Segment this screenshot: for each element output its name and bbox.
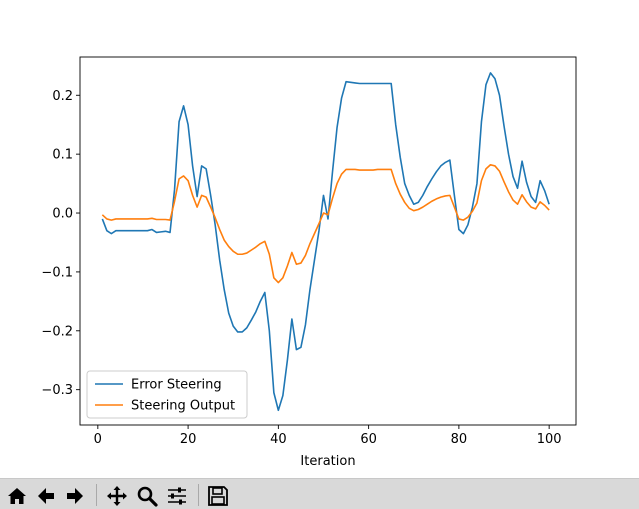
legend-label: Error Steering — [131, 378, 222, 393]
floppy-disk-icon — [208, 486, 228, 506]
y-tick-label: −0.2 — [41, 324, 73, 339]
series-layer — [101, 72, 550, 412]
pan-button[interactable] — [104, 483, 130, 509]
axes-frame — [79, 56, 577, 426]
configure-subplots-button[interactable] — [164, 483, 190, 509]
back-button[interactable] — [33, 483, 59, 509]
axes-layer: 0 20 40 60 80 100 −0.3 −0.2 −0.1 0.0 0.1 0.2 — [41, 56, 577, 447]
y-tick-label: 0.1 — [52, 148, 73, 163]
sliders-icon — [168, 487, 186, 505]
forward-button[interactable] — [62, 483, 88, 509]
x-tick-label: 20 — [180, 432, 197, 447]
y-tick-label: 0.0 — [52, 207, 73, 222]
x-tick-label: 40 — [270, 432, 287, 447]
y-tick-label: −0.1 — [41, 265, 73, 280]
legend-box — [86, 370, 248, 419]
series-line-1 — [101, 72, 550, 412]
toolbar — [0, 478, 639, 509]
home-button[interactable] — [4, 483, 30, 509]
x-tick-label: 80 — [451, 432, 468, 447]
save-button[interactable] — [205, 483, 231, 509]
zoom-button[interactable] — [134, 483, 160, 509]
x-tick-label: 0 — [94, 432, 102, 447]
y-tick-label: 0.2 — [52, 89, 73, 104]
x-axis-label: Iteration — [300, 454, 355, 469]
arrow-right-icon — [67, 488, 83, 504]
figure: 0 20 40 60 80 100 −0.3 −0.2 −0.1 0.0 0.1 0.2 Iterat… — [41, 56, 577, 469]
magnifier-icon — [137, 486, 158, 507]
x-tick-label: 60 — [360, 432, 377, 447]
toolbar-separator — [96, 484, 97, 506]
arrow-left-icon — [38, 488, 54, 504]
toolbar-separator — [198, 484, 199, 506]
x-tick-label: 100 — [537, 432, 562, 447]
home-icon — [8, 488, 26, 504]
legend-label: Steering Output — [131, 399, 235, 414]
plot-background — [80, 57, 576, 425]
plot-area — [80, 57, 576, 425]
legend: Error Steering Steering Output — [86, 370, 248, 419]
move-icon — [107, 486, 127, 506]
y-tick-label: −0.3 — [41, 383, 73, 398]
series-line-2 — [101, 163, 550, 284]
